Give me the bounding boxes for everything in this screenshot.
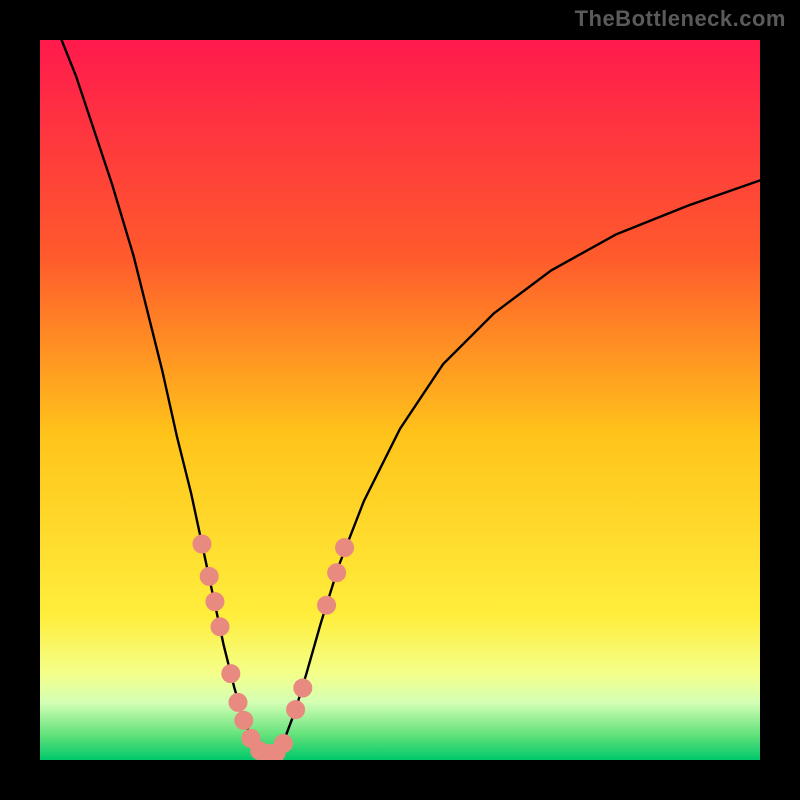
data-marker [229,693,247,711]
data-marker [336,539,354,557]
data-marker [274,734,292,752]
plot-background [40,40,760,760]
data-marker [193,535,211,553]
data-marker [294,679,312,697]
data-marker [328,564,346,582]
data-marker [318,596,336,614]
bottleneck-chart [40,40,760,760]
watermark-text: TheBottleneck.com [575,6,786,32]
data-marker [200,567,218,585]
data-marker [211,618,229,636]
chart-outer: TheBottleneck.com [0,0,800,800]
data-marker [206,593,224,611]
data-marker [222,665,240,683]
data-marker [235,711,253,729]
data-marker [287,701,305,719]
